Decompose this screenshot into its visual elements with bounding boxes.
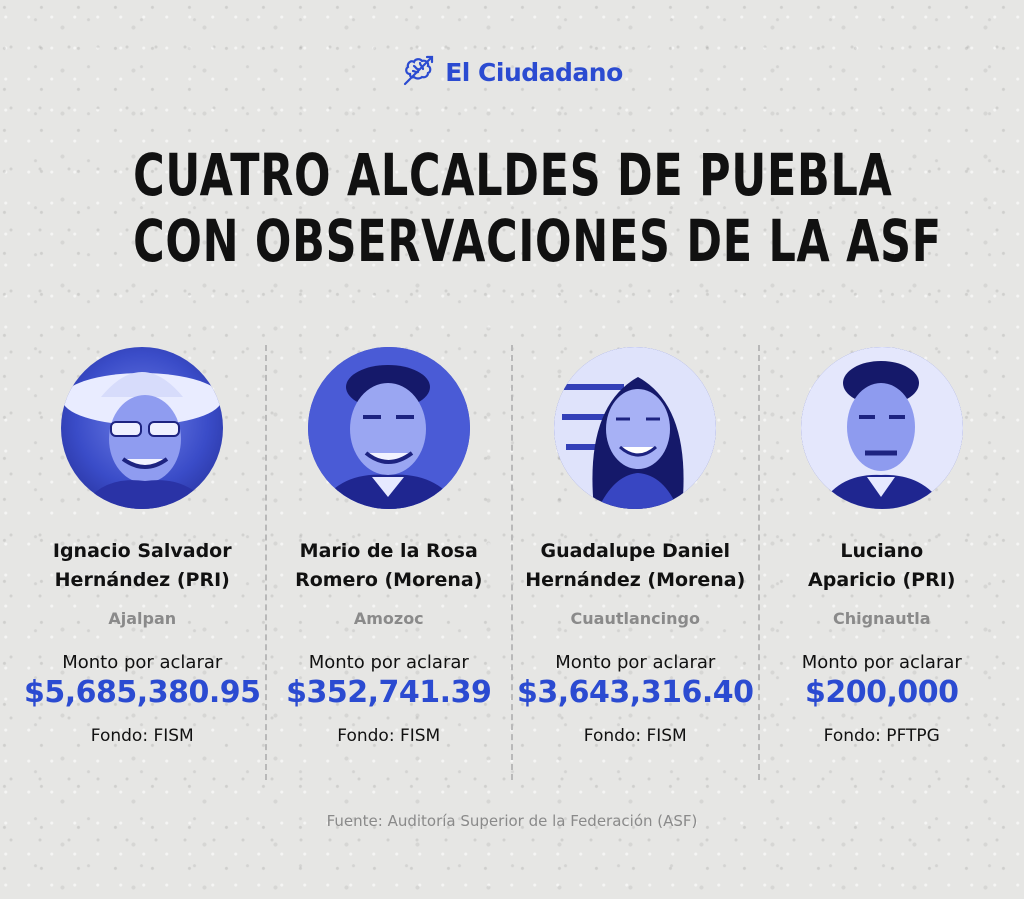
amount-label: Monto por aclarar: [308, 652, 469, 673]
mayor-name: Guadalupe Daniel Hernández (Morena): [525, 540, 746, 591]
amount-label: Monto por aclarar: [62, 652, 223, 673]
mayor-card: Luciano Aparicio (PRI) Chignautla Monto …: [757, 345, 1005, 780]
mayor-name: Mario de la Rosa Romero (Morena): [295, 540, 483, 591]
amount-label: Monto por aclarar: [555, 652, 716, 673]
municipality: Cuautlancingo: [570, 609, 700, 628]
mayor-name: Luciano Aparicio (PRI): [808, 540, 956, 591]
mayor-card: Ignacio Salvador Hernández (PRI) Ajalpan…: [20, 345, 265, 780]
amount-value: $200,000: [804, 675, 959, 710]
municipality: Chignautla: [832, 609, 931, 628]
headline-line-2: CON OBSERVACIONES DE LA ASF: [133, 207, 942, 275]
amount-label: Monto por aclarar: [801, 652, 962, 673]
brand-logo: El Ciudadano: [0, 52, 1024, 92]
mayor-photo: [61, 347, 224, 509]
mayor-card: Mario de la Rosa Romero (Morena) Amozoc …: [264, 345, 512, 780]
mayors-grid: Ignacio Salvador Hernández (PRI) Ajalpan…: [20, 345, 1004, 780]
headline: CUATRO ALCALDES DE PUEBLA CON OBSERVACIO…: [133, 141, 942, 275]
amount-value: $352,741.39: [286, 675, 492, 710]
fund-label: Fondo: PFTPG: [823, 726, 940, 746]
mayor-photo: [554, 347, 717, 509]
brand-name: El Ciudadano: [445, 57, 623, 87]
headline-line-1: CUATRO ALCALDES DE PUEBLA: [133, 141, 893, 209]
amount-value: $3,643,316.40: [517, 675, 754, 710]
mayor-name: Ignacio Salvador Hernández (PRI): [52, 540, 232, 591]
municipality: Ajalpan: [108, 609, 177, 628]
amount-value: $5,685,380.95: [24, 675, 261, 710]
municipality: Amozoc: [353, 609, 424, 628]
mayor-photo: [307, 347, 470, 509]
fund-label: Fondo: FISM: [583, 726, 687, 746]
mayor-card: Guadalupe Daniel Hernández (Morena) Cuau…: [511, 345, 758, 780]
mayor-photo: [800, 347, 963, 509]
source-note: Fuente: Auditoría Superior de la Federac…: [326, 812, 698, 830]
fund-label: Fondo: FISM: [90, 726, 194, 746]
brain-arrow-icon: [401, 52, 437, 92]
fund-label: Fondo: FISM: [337, 726, 441, 746]
